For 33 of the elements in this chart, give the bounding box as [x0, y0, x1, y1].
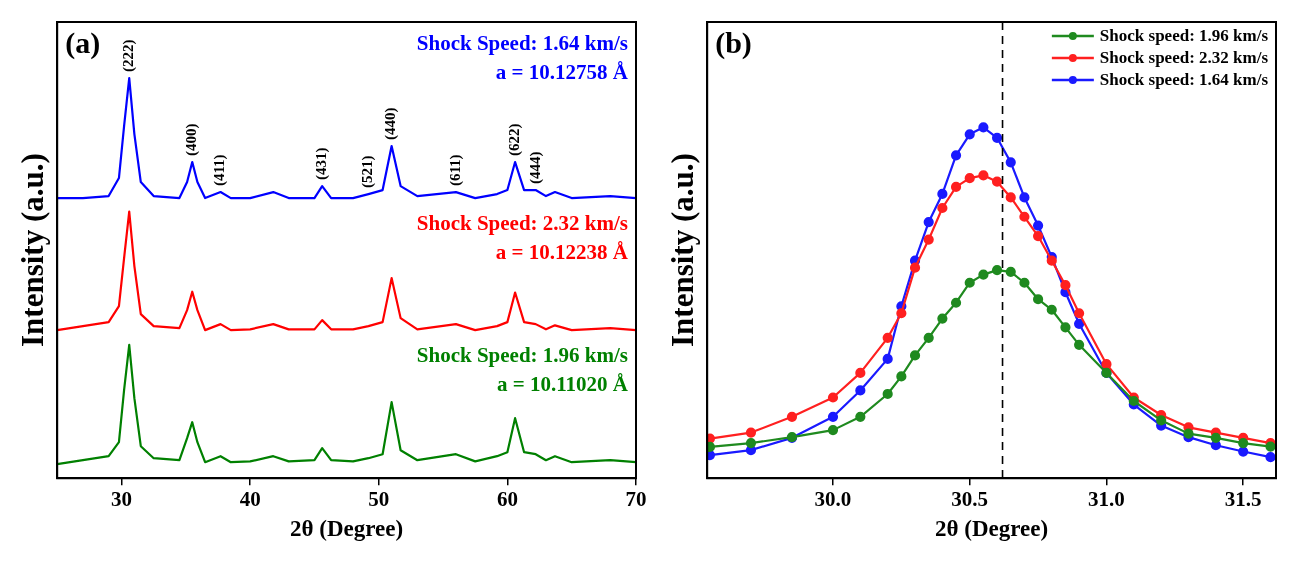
legend-label: Shock speed: 1.64 km/s [1099, 70, 1269, 90]
x-tick-label: 30 [111, 487, 133, 512]
annotation: a = 10.12238 Å [495, 240, 629, 265]
chart-title: (b) [715, 25, 752, 60]
x-axis-title: 2θ (Degree) [935, 516, 1049, 542]
annotation: (440) [382, 107, 400, 141]
x-tick-label: 70 [625, 487, 647, 512]
y-axis-title: Intensity (a.u.) [14, 153, 50, 347]
annotation: (222) [120, 39, 138, 73]
annotation: (521) [359, 155, 377, 189]
legend-label: Shock speed: 1.96 km/s [1099, 26, 1269, 46]
x-tick-label: 60 [496, 487, 518, 512]
annotation: (411) [211, 154, 229, 187]
x-tick-label: 31.5 [1224, 487, 1262, 512]
x-tick-label: 31.0 [1088, 487, 1125, 512]
annotation: (611) [446, 154, 464, 187]
annotation: (444) [526, 151, 544, 185]
text: Shock Speed: 1.96 km/s [416, 343, 628, 368]
x-tick-label: 40 [239, 487, 261, 512]
annotation: a = 10.11020 Å [497, 372, 629, 397]
text: Shock Speed: 2.32 km/s [416, 211, 628, 236]
chart-title: (a) [65, 25, 101, 60]
x-tick-label: 30.5 [951, 487, 989, 512]
annotation: a = 10.12758 Å [495, 60, 629, 84]
legend-label: Shock speed: 2.32 km/s [1099, 48, 1269, 68]
text: Shock Speed: 1.64 km/s [416, 31, 628, 55]
x-tick-label: 30.0 [814, 487, 852, 512]
annotation: (622) [505, 123, 523, 157]
x-tick-label: 50 [368, 487, 390, 512]
annotation: (431) [313, 147, 331, 181]
y-axis-title: Intensity (a.u.) [664, 153, 700, 347]
x-axis-title: 2θ (Degree) [290, 516, 404, 542]
annotation: (400) [183, 123, 201, 157]
